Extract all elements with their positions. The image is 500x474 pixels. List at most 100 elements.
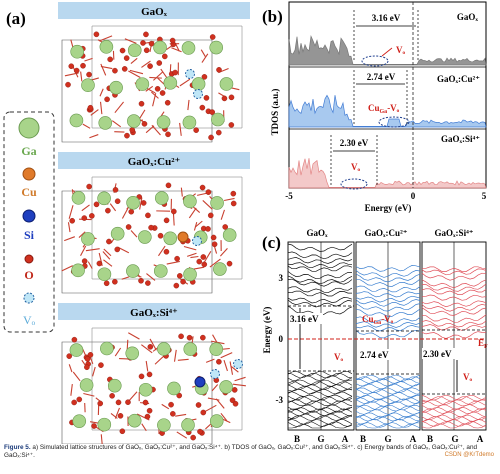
- bands-gaox-vb: [287, 394, 353, 401]
- ga-atom: [210, 196, 224, 210]
- bands-gaox-cb: [287, 257, 353, 264]
- ga-atom: [209, 414, 224, 428]
- bond: [99, 35, 113, 42]
- bond: [154, 355, 165, 365]
- o-atom: [165, 182, 172, 189]
- bands-cu-cb: [355, 329, 421, 339]
- bands-gaox-cb: [287, 243, 353, 252]
- bond: [114, 347, 122, 357]
- bond: [100, 63, 107, 76]
- xtick-b-0: -5: [285, 191, 293, 201]
- bond: [149, 338, 157, 351]
- o-atom: [205, 189, 212, 195]
- o-atom: [125, 224, 132, 230]
- bands-gaox-vb: [287, 388, 353, 395]
- o-atom: [87, 352, 94, 358]
- bond: [130, 230, 138, 238]
- bands-cu-cb: [355, 316, 421, 324]
- lattice-cu: [61, 176, 243, 294]
- o-atom: [106, 238, 112, 245]
- bond: [128, 332, 140, 340]
- bands-cu-cb: [355, 295, 421, 303]
- bands-gaox-vb: [287, 407, 353, 413]
- o-atom: [148, 224, 154, 231]
- bands-si-cb: [421, 307, 487, 316]
- panel-b-xaxis: -5 0 5 Energy (eV): [285, 191, 487, 213]
- defect-cu-main: Cu: [368, 103, 380, 113]
- ga-atom-icon: [18, 117, 40, 139]
- xtick-c-2-0: B: [427, 434, 433, 444]
- bands-gaox-vb: [287, 399, 353, 405]
- bond: [200, 49, 206, 57]
- o-atom: [176, 273, 183, 279]
- o-atom: [84, 356, 91, 362]
- defect-label-si: Vₒ: [351, 162, 360, 172]
- ga-atom: [154, 191, 169, 205]
- o-atom: [140, 200, 147, 206]
- bond: [124, 38, 137, 44]
- xtick-c-1-1: G: [384, 434, 391, 444]
- bond: [215, 398, 225, 409]
- band-defect-gaox: Vₒ: [334, 352, 343, 362]
- bands-si-cb: [421, 304, 487, 312]
- bond: [64, 236, 75, 242]
- ga-atom: [167, 381, 181, 396]
- bands-si-cb: [421, 272, 487, 281]
- o-atom: [221, 95, 228, 102]
- bands-si-vb: [421, 400, 487, 407]
- bond: [224, 197, 235, 202]
- bond: [103, 259, 113, 267]
- legend-si: Si: [24, 228, 35, 242]
- bands-gaox-cb: [287, 278, 353, 287]
- xtick-c-0-0: B: [294, 434, 300, 444]
- o-atom: [180, 278, 186, 285]
- bond: [81, 204, 90, 212]
- si-atom: [194, 376, 206, 388]
- o-atom: [190, 434, 196, 441]
- bond: [176, 431, 188, 439]
- o-atom: [119, 428, 126, 435]
- o-atom: [140, 40, 146, 46]
- ga-atom: [98, 116, 113, 130]
- o-atom: [163, 248, 170, 255]
- o-atom: [201, 74, 208, 80]
- bands-si-cb: [421, 268, 487, 276]
- o-atom: [145, 212, 151, 219]
- bond: [152, 71, 163, 81]
- bond: [70, 383, 73, 396]
- vacancy: [192, 236, 202, 246]
- defect-label-gaox: Vₒ: [396, 45, 405, 55]
- bond: [220, 209, 225, 220]
- bond: [145, 360, 149, 372]
- legend-o: O: [24, 268, 33, 282]
- bands-cu-cb: [355, 308, 421, 317]
- o-atom: [164, 99, 171, 106]
- bond: [193, 221, 198, 231]
- o-atom: [228, 94, 235, 101]
- legend-frame: [3, 111, 55, 333]
- o-atom: [121, 66, 128, 72]
- xtick-c-0-1: G: [317, 434, 324, 444]
- bond: [99, 101, 103, 115]
- o-atom: [232, 400, 239, 407]
- cu-atom: [177, 231, 189, 243]
- ga-atom: [69, 113, 84, 128]
- o-atom: [230, 190, 237, 197]
- o-atom: [231, 387, 238, 393]
- bond: [151, 124, 161, 136]
- bands-cu-cb: [355, 299, 421, 307]
- bond: [78, 231, 86, 238]
- bond: [141, 60, 151, 68]
- bands-cu-vb: [355, 398, 421, 405]
- bond: [203, 251, 212, 263]
- bond: [204, 404, 217, 413]
- bond: [68, 205, 74, 219]
- band-defect-cu: CuGa-Vₒ: [362, 314, 394, 326]
- o-atom: [107, 56, 113, 63]
- band-title-si: GaOₓ:Si⁴⁺: [434, 228, 473, 238]
- bands-si-cb: [421, 324, 487, 331]
- o-atom: [124, 132, 130, 139]
- ga-atom: [211, 112, 225, 127]
- bands-si-cb: [421, 279, 487, 289]
- ga-atom: [153, 40, 167, 55]
